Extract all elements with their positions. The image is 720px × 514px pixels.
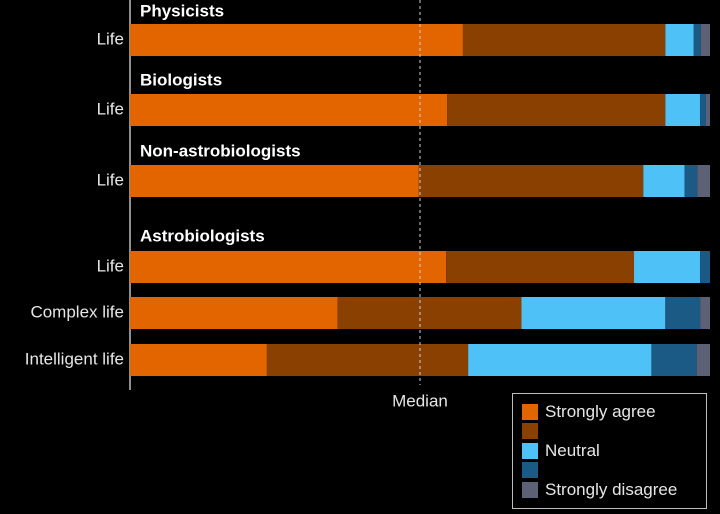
bar-segment bbox=[130, 24, 463, 56]
bar-segment bbox=[697, 165, 710, 197]
bar-segment bbox=[700, 24, 710, 56]
legend-item: Strongly agree bbox=[522, 402, 706, 422]
legend-swatch bbox=[522, 462, 538, 479]
median-label: Median bbox=[392, 391, 448, 410]
bar-segment bbox=[665, 94, 701, 126]
bar-segment bbox=[130, 94, 448, 126]
group-label: Non-astrobiologists bbox=[140, 141, 301, 160]
bar-segment bbox=[130, 165, 419, 197]
row-label: Complex life bbox=[30, 302, 124, 321]
bar-segment bbox=[696, 344, 710, 376]
group-label: Astrobiologists bbox=[140, 226, 265, 245]
bar-segment bbox=[700, 297, 710, 329]
bar-segment bbox=[651, 344, 697, 376]
legend-item: Neutral bbox=[522, 441, 706, 461]
bar-segment bbox=[446, 251, 635, 283]
bar-segment bbox=[700, 251, 710, 283]
bar-segment bbox=[705, 94, 710, 126]
legend-swatch bbox=[522, 423, 538, 440]
legend-swatch bbox=[522, 442, 538, 459]
row-label: Life bbox=[97, 99, 124, 118]
bar-segment bbox=[643, 165, 685, 197]
bar-segment bbox=[130, 251, 447, 283]
bar-segment bbox=[634, 251, 701, 283]
legend-item bbox=[522, 422, 706, 442]
bar-segment bbox=[418, 165, 644, 197]
bar-segment bbox=[130, 297, 338, 329]
legend: Strongly agree Neutral Strongly disagree bbox=[512, 393, 707, 509]
row-label: Life bbox=[97, 29, 124, 48]
bar-segment bbox=[521, 297, 666, 329]
bar-segment bbox=[665, 297, 701, 329]
bar-segment bbox=[693, 24, 701, 56]
legend-label: Strongly disagree bbox=[545, 479, 678, 499]
bar-segment bbox=[462, 24, 666, 56]
legend-item bbox=[522, 461, 706, 481]
bar-segment bbox=[130, 344, 267, 376]
legend-swatch bbox=[522, 403, 538, 420]
row-label: Intelligent life bbox=[25, 349, 124, 368]
bar-segment bbox=[684, 165, 698, 197]
bar-segment bbox=[266, 344, 469, 376]
legend-label: Neutral bbox=[545, 440, 600, 460]
bar-segment bbox=[447, 94, 666, 126]
row-label: Life bbox=[97, 170, 124, 189]
bar-segment bbox=[700, 94, 706, 126]
legend-swatch bbox=[522, 481, 538, 498]
legend-label: Strongly agree bbox=[545, 401, 656, 421]
bar-segment bbox=[468, 344, 652, 376]
bar-segment bbox=[337, 297, 522, 329]
group-label: Physicists bbox=[140, 1, 224, 20]
bar-segment bbox=[665, 24, 694, 56]
row-label: Life bbox=[97, 256, 124, 275]
legend-item: Strongly disagree bbox=[522, 480, 706, 500]
group-label: Biologists bbox=[140, 70, 222, 89]
